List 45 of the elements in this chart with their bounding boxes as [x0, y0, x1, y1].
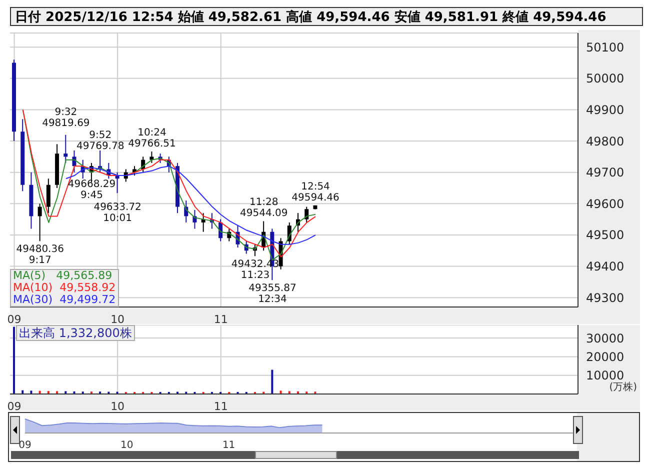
text: MA(30) 49,499.72	[13, 293, 116, 306]
y-axis-title: (万株)	[609, 380, 637, 394]
bar	[56, 391, 58, 394]
y-tick-label: 49700	[586, 166, 624, 180]
y-tick-label: 49800	[586, 134, 624, 148]
candlestick	[38, 203, 42, 242]
x-tick-label: 11	[214, 400, 228, 413]
x-tick-label: 09	[7, 312, 22, 326]
candlestick	[64, 134, 68, 164]
x-tick-label: 11	[214, 312, 228, 326]
bar	[288, 391, 290, 394]
y-tick-label: 49500	[586, 228, 624, 242]
y-tick-label: 20000	[586, 350, 624, 364]
text: MA(10) 49,558.92	[13, 281, 116, 294]
annotation: 12:54 49594.46	[292, 181, 340, 204]
annotation: 出来高 1,332,800株	[16, 325, 135, 341]
annotation: 11:28 49544.09	[240, 197, 288, 220]
annotation: 49355.87 12:34	[248, 283, 296, 306]
bar	[271, 370, 274, 394]
candlestick	[46, 178, 50, 214]
bar	[64, 391, 67, 394]
y-tick-label: 30000	[586, 331, 624, 346]
annotation: 9:52 49769.78	[76, 130, 124, 152]
annotation: 9:32 49819.69	[42, 107, 90, 130]
annotation: 49480.36 9:17	[16, 244, 64, 266]
y-tick-label: 10000	[586, 368, 624, 383]
y-tick-label: 49900	[586, 102, 624, 117]
y-tick-label: 50100	[586, 40, 624, 54]
x-tick-label: 09	[18, 440, 32, 452]
candlestick	[150, 151, 154, 164]
x-tick-label: 10	[110, 400, 125, 413]
annotation: 10:24 49766.51	[128, 128, 176, 150]
x-tick-label: 10	[120, 440, 134, 452]
chart-title: 日付 2025/12/16 12:54 始値 49,582.61 高値 49,594.46 安値 49,581.91 終値 49,594.46	[10, 7, 643, 26]
y-tick-label: 50000	[586, 72, 624, 86]
y-tick-label: 49400	[586, 260, 624, 274]
annotation: 49633.72 10:01	[94, 202, 142, 224]
text: MA(5) 49,565.89	[13, 269, 114, 282]
x-tick-label: 11	[222, 440, 236, 452]
x-tick-label: 10	[110, 312, 125, 326]
y-tick-label: 49600	[586, 196, 624, 211]
candlestick	[304, 206, 309, 223]
y-tick-label: 49300	[586, 290, 624, 305]
annotation: 49668.29 9:45	[68, 179, 116, 202]
x-tick-label: 09	[7, 400, 22, 413]
